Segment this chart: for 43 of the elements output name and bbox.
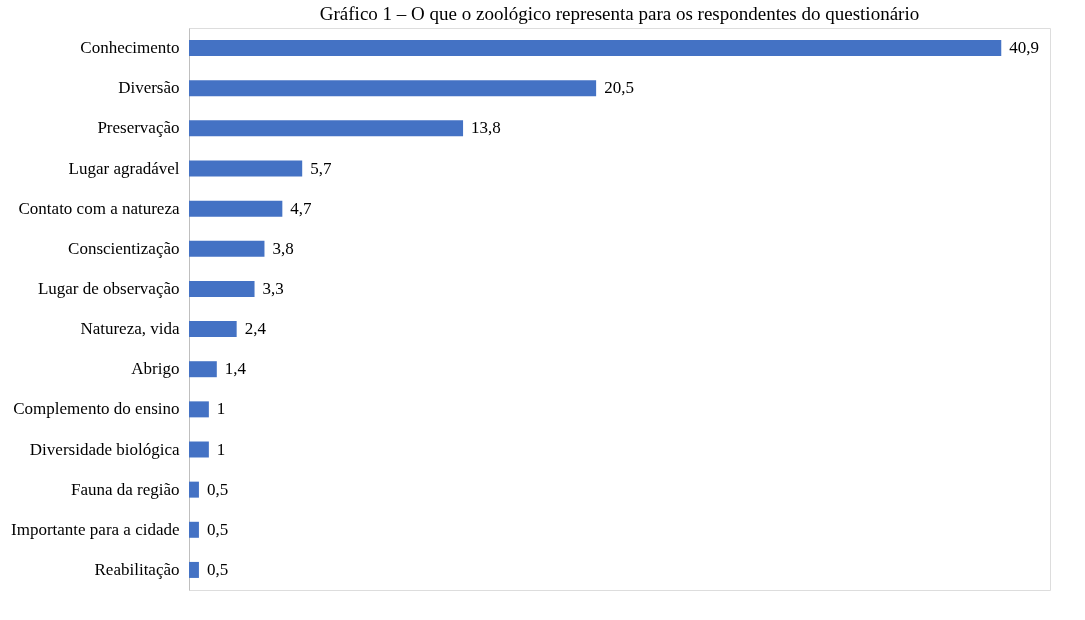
- bar: [189, 200, 283, 217]
- data-label: 3,8: [272, 238, 294, 258]
- data-label: 40,9: [1009, 38, 1040, 58]
- data-label: 5,7: [310, 158, 332, 178]
- data-label: 4,7: [290, 198, 313, 218]
- y-tick-label: Diversão: [118, 78, 180, 98]
- data-label: 1: [216, 439, 226, 459]
- data-label: 3,3: [262, 278, 284, 298]
- y-tick-label: Conhecimento: [80, 38, 180, 58]
- chart-title: Gráfico 1 – O que o zoológico representa para os respondentes do questionário: [319, 3, 920, 24]
- data-label: 0,5: [206, 559, 229, 579]
- y-tick-label: Contato com a natureza: [18, 198, 180, 218]
- y-tick-label: Abrigo: [131, 359, 180, 379]
- data-label: 0,5: [206, 519, 229, 539]
- y-tick-label: Natureza, vida: [80, 319, 180, 339]
- data-label: 13,8: [471, 118, 501, 138]
- bar: [189, 481, 199, 498]
- bar: [189, 40, 1002, 57]
- data-label: 1: [216, 399, 226, 419]
- bar: [189, 120, 464, 137]
- y-tick-label: Importante para a cidade: [11, 519, 180, 539]
- bar: [189, 240, 265, 257]
- y-tick-label: Lugar de observação: [37, 278, 180, 298]
- data-label: 1,4: [224, 359, 247, 379]
- bar: [189, 321, 237, 338]
- y-tick-label: Conscientização: [68, 238, 180, 258]
- bar: [189, 521, 199, 538]
- bar: [189, 441, 209, 458]
- bar: [189, 401, 209, 418]
- data-label: 0,5: [206, 479, 229, 499]
- bar: [189, 361, 217, 378]
- y-tick-label: Diversidade biológica: [29, 439, 180, 459]
- data-label: 2,4: [244, 319, 267, 339]
- bar: [189, 80, 597, 97]
- bar: [189, 160, 303, 177]
- bar: [189, 280, 255, 297]
- y-tick-label: Fauna da região: [70, 479, 180, 499]
- bar: [189, 561, 199, 578]
- y-tick-label: Preservação: [97, 118, 180, 138]
- y-tick-label: Lugar agradável: [68, 158, 180, 178]
- y-tick-label: Complemento do ensino: [13, 399, 180, 419]
- y-tick-label: Reabilitação: [94, 559, 180, 579]
- data-label: 20,5: [604, 78, 634, 98]
